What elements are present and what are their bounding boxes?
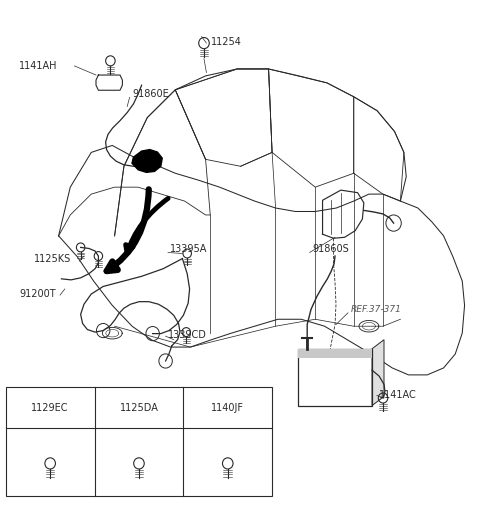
Text: 1339CD: 1339CD (168, 330, 207, 340)
Text: 91860S: 91860S (312, 244, 349, 255)
Text: 1125DA: 1125DA (120, 403, 158, 413)
Text: 1141AC: 1141AC (379, 390, 417, 401)
Text: 1141AH: 1141AH (19, 61, 58, 71)
Text: 91200T: 91200T (19, 289, 56, 299)
Text: 1125KS: 1125KS (34, 254, 71, 264)
Text: 1129EC: 1129EC (31, 403, 69, 413)
Polygon shape (132, 150, 162, 172)
Polygon shape (372, 340, 384, 406)
Text: 1140JF: 1140JF (211, 403, 244, 413)
Text: REF.37-371: REF.37-371 (350, 305, 401, 314)
Bar (298, 349, 372, 358)
Text: 13395A: 13395A (170, 244, 208, 255)
Text: 91860E: 91860E (132, 89, 169, 99)
Bar (6, 387, 272, 496)
Text: 11254: 11254 (211, 37, 242, 47)
Bar (298, 349, 372, 406)
